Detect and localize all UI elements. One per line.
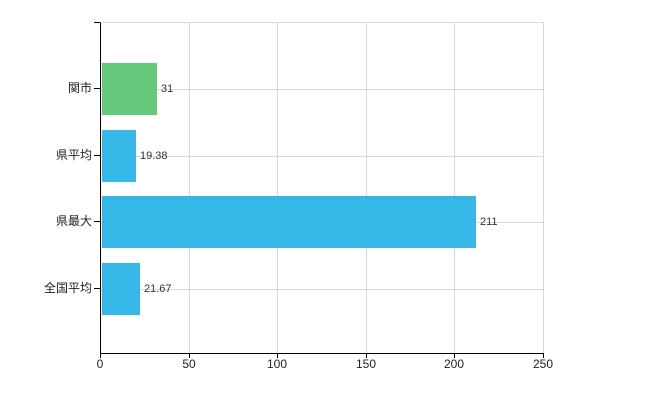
vertical-gridline <box>189 23 190 353</box>
horizontal-gridline <box>101 289 544 290</box>
y-axis-tick <box>94 221 100 222</box>
y-axis-tick <box>94 88 100 89</box>
category-label: 県最大 <box>55 214 92 228</box>
y-axis-tick <box>94 155 100 156</box>
x-axis-tick <box>454 353 455 358</box>
x-axis-tick-label: 0 <box>96 357 104 371</box>
bar-value-label: 211 <box>480 216 498 228</box>
x-axis-tick-label: 200 <box>443 357 465 371</box>
bar-2 <box>102 130 136 182</box>
horizontal-gridline <box>101 156 544 157</box>
x-axis-tick <box>366 353 367 358</box>
bar-1 <box>102 63 157 115</box>
x-axis-tick <box>543 353 544 358</box>
x-axis-tick-label: 250 <box>532 357 554 371</box>
vertical-gridline <box>366 23 367 353</box>
bar-value-label: 19.38 <box>140 150 168 162</box>
vertical-gridline <box>277 23 278 353</box>
x-axis-tick-label: 150 <box>355 357 377 371</box>
bar-4 <box>102 263 140 315</box>
plot-area: 31 19.38 211 21.67 <box>100 22 544 354</box>
vertical-gridline <box>543 23 544 353</box>
vertical-gridline <box>454 23 455 353</box>
bar-value-label: 31 <box>161 83 174 95</box>
bar-value-label: 21.67 <box>144 283 172 295</box>
category-label: 県平均 <box>55 148 92 162</box>
x-axis-tick <box>277 353 278 358</box>
x-axis-tick-label: 50 <box>182 357 196 371</box>
x-axis-tick <box>189 353 190 358</box>
y-axis-tick <box>94 22 100 23</box>
category-label: 全国平均 <box>43 281 92 295</box>
horizontal-gridline <box>101 89 544 90</box>
bar-3 <box>102 196 476 248</box>
x-axis-tick-label: 100 <box>266 357 288 371</box>
y-axis-tick <box>94 288 100 289</box>
category-label: 関市 <box>67 81 92 95</box>
x-axis-tick <box>100 353 101 358</box>
